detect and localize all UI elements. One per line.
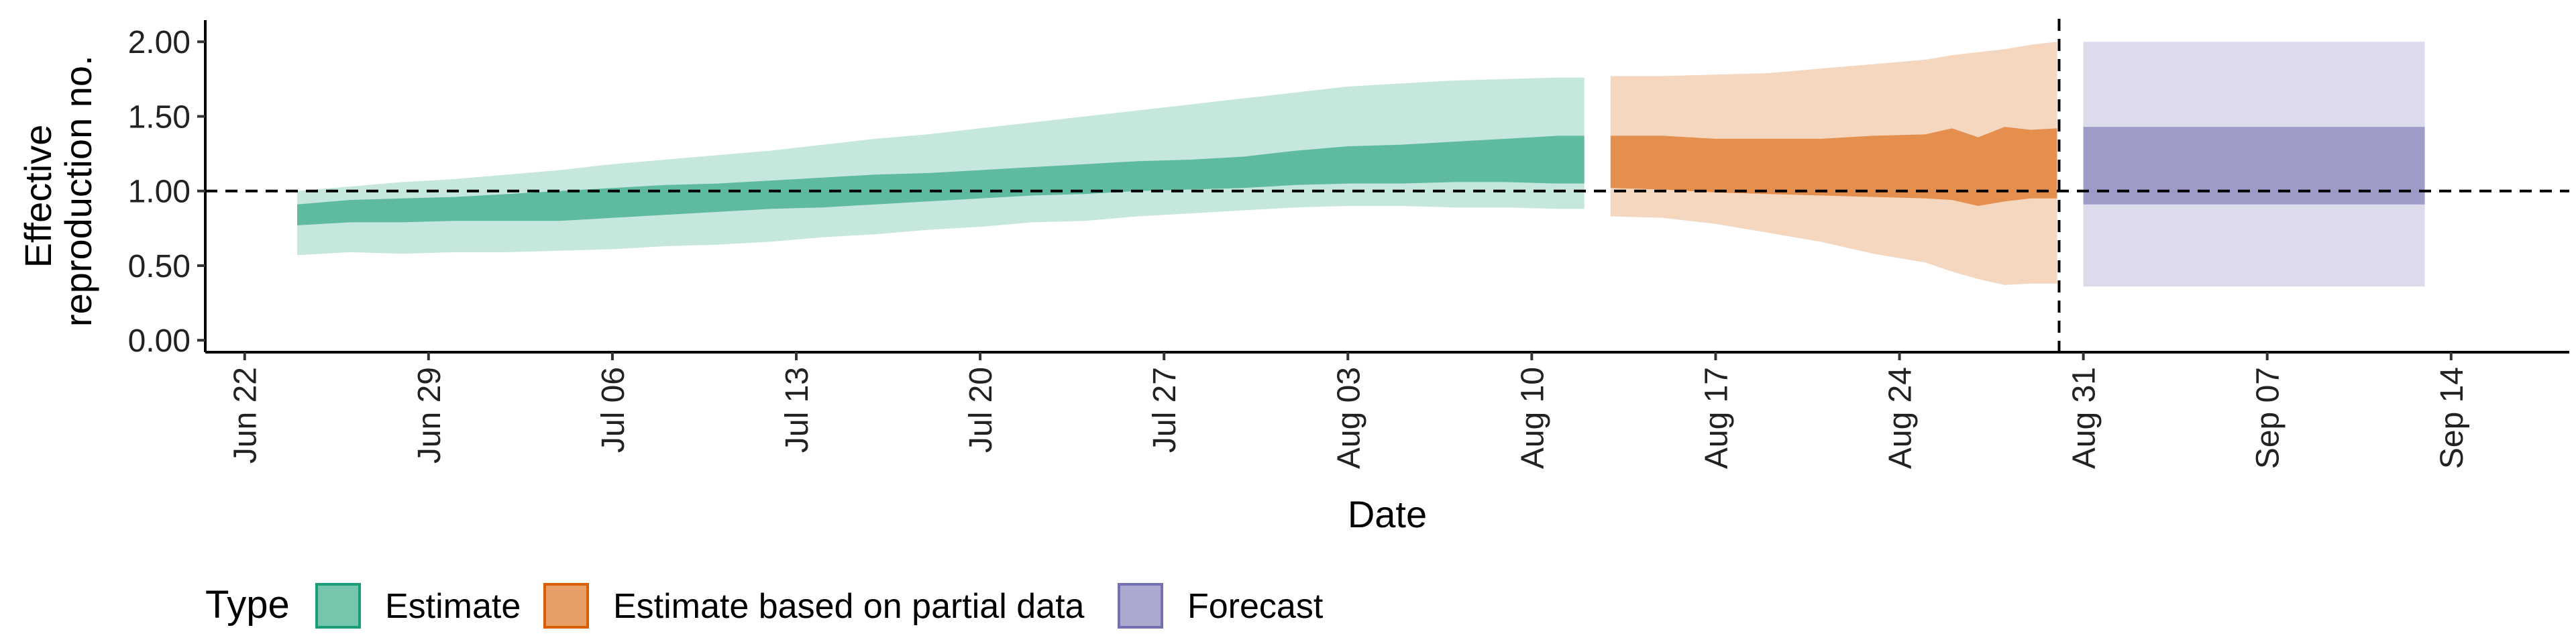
x-tick-label: Aug 24 bbox=[1883, 367, 1919, 469]
legend-title: Type bbox=[205, 583, 290, 627]
x-tick-label: Sep 07 bbox=[2251, 367, 2286, 469]
y-tick-label: 0.50 bbox=[128, 249, 191, 284]
y-axis-title-line2: reproduction no. bbox=[57, 55, 99, 327]
x-axis-title: Date bbox=[1348, 493, 1427, 535]
x-tick-label: Jun 22 bbox=[228, 367, 264, 464]
axes-layer bbox=[204, 20, 2569, 354]
legend-item-label: Estimate bbox=[385, 587, 521, 626]
legend-swatch bbox=[543, 583, 589, 629]
x-tick-label: Aug 17 bbox=[1699, 367, 1734, 469]
legend-swatch bbox=[315, 583, 361, 629]
tick-layer: 0.00 0.50 1.00 1.50 2.00 Jun 22 Jun 29 Jul 06 Ju… bbox=[128, 25, 2470, 469]
legend-item-label: Forecast bbox=[1187, 587, 1324, 626]
x-tick-label: Aug 03 bbox=[1331, 367, 1366, 469]
x-tick-label: Aug 31 bbox=[2067, 367, 2102, 469]
y-axis-title: Effective reproduction no. bbox=[17, 55, 99, 327]
x-tick-label: Jul 27 bbox=[1147, 367, 1183, 453]
y-tick-label: 1.50 bbox=[128, 99, 191, 135]
x-tick-label: Jul 06 bbox=[596, 367, 631, 453]
x-tick-label: Jun 29 bbox=[412, 367, 447, 464]
y-axis-title-line1: Effective bbox=[17, 125, 59, 268]
x-tick-label: Jul 13 bbox=[780, 367, 815, 453]
forecast-inner-band bbox=[2083, 127, 2425, 205]
y-tick-label: 0.00 bbox=[128, 323, 191, 359]
x-tick-label: Sep 14 bbox=[2434, 367, 2470, 469]
legend: Type Estimate Estimate based on partial da… bbox=[205, 583, 1324, 629]
x-tick-label: Aug 10 bbox=[1515, 367, 1550, 469]
y-tick-label: 2.00 bbox=[128, 25, 191, 60]
estimate-inner-band bbox=[297, 136, 1585, 225]
legend-item-label: Estimate based on partial data bbox=[613, 587, 1085, 626]
x-tick-label: Jul 20 bbox=[963, 367, 999, 453]
y-tick-label: 1.00 bbox=[128, 174, 191, 210]
legend-swatch bbox=[1118, 583, 1163, 629]
bands-layer bbox=[297, 42, 2425, 287]
estimate-based-on-partial-data-inner-band bbox=[1610, 127, 2057, 206]
